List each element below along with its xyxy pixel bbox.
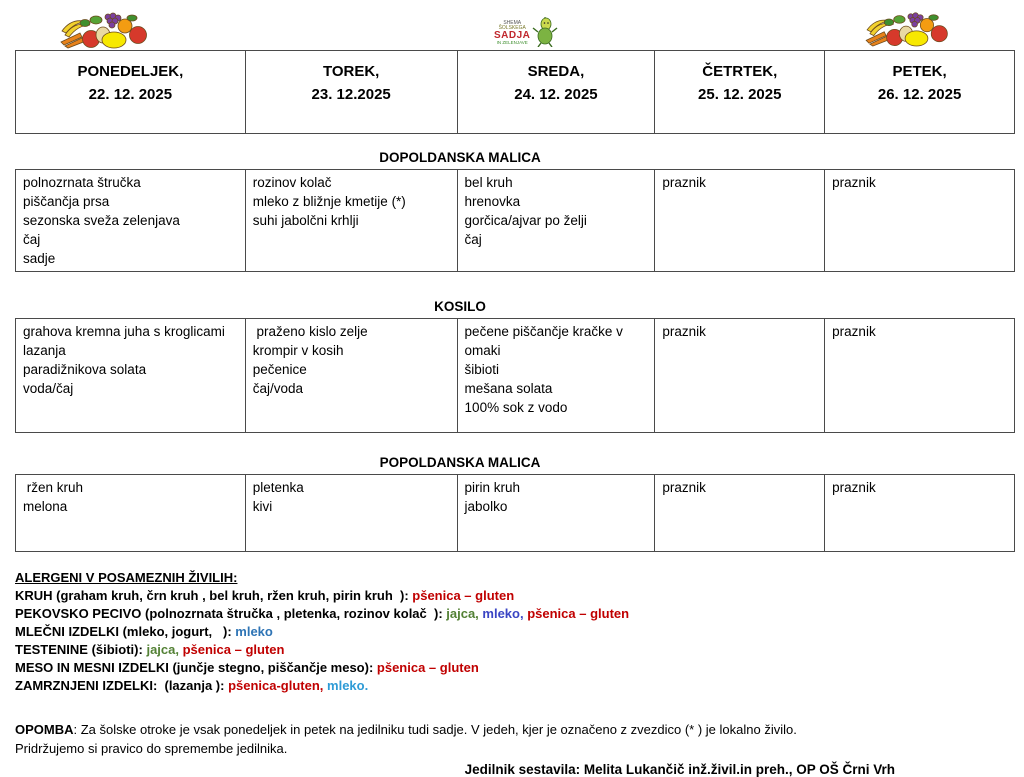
menu-cell-monday: grahova kremna juha s kroglicami lazanja… [15, 318, 246, 433]
allergen-text-segment: PEKOVSKO PECIVO (polnozrnata štručka , p… [15, 606, 447, 621]
allergen-text-segment: jajca, [146, 642, 183, 657]
note-text: : Za šolske otroke je vsak ponedeljek in… [73, 722, 797, 737]
menu-cell-thursday: praznik [654, 169, 826, 272]
allergen-heading: ALERGENI V POSAMEZNIH ŽIVILIH: [15, 570, 238, 585]
menu-cell-friday: praznik [824, 474, 1015, 552]
note-line2: Pridržujemo si pravico do spremembe jedi… [15, 741, 288, 756]
section-title-lunch: KOSILO [434, 299, 486, 314]
allergen-text-segment: pšenica – gluten [376, 660, 479, 675]
allergen-line: MESO IN MESNI IZDELKI (junčje stegno, pi… [15, 659, 1024, 677]
day-name: PETEK, [892, 63, 947, 80]
menu-cell-friday: praznik [824, 169, 1015, 272]
page-top-banner: SHEMA ŠOLSKEGA SADJA IN ZELENJAVE [0, 0, 1024, 49]
allergen-text-segment: jajca, [446, 606, 483, 621]
table-row: ržen kruh melona pletenka kivi pirin kru… [15, 474, 1015, 552]
allergen-text-segment: MESO IN MESNI IZDELKI (junčje stegno, pi… [15, 660, 377, 675]
menu-cell-monday: ržen kruh melona [15, 474, 246, 552]
table-row: grahova kremna juha s kroglicami lazanja… [15, 318, 1015, 433]
logo-line2: ŠOLSKEGA [498, 25, 526, 32]
school-fruit-scheme-logo: SHEMA ŠOLSKEGA SADJA IN ZELENJAVE [494, 15, 558, 52]
fruit-mascot-icon [532, 15, 558, 52]
allergen-text-segment: mleko, [482, 606, 528, 621]
allergen-line: MLEČNI IZDELKI (mleko, jogurt, ): mleko [15, 623, 1024, 641]
menu-cell-friday: praznik [824, 318, 1015, 433]
allergen-text-segment: ZAMRZNJENI IZDELKI: (lazanja ): [15, 678, 229, 693]
day-header-tuesday: TOREK, 23. 12.2025 [244, 50, 458, 134]
section-title-morning-snack: DOPOLDANSKA MALICA [379, 150, 541, 165]
allergen-line: ZAMRZNJENI IZDELKI: (lazanja ): pšenica-… [15, 677, 1024, 695]
table-row: polnozrnata štručka piščančja prsa sezon… [15, 169, 1015, 272]
day-date: 26. 12. 2025 [877, 86, 962, 103]
menu-cell-monday: polnozrnata štručka piščančja prsa sezon… [15, 169, 246, 272]
fruit-basket-icon [58, 9, 150, 54]
day-name: ČETRTEK, [702, 63, 778, 80]
allergen-text-segment: pšenica – gluten [412, 588, 515, 603]
note-line1: OPOMBA: Za šolske otroke je vsak ponedel… [15, 720, 1015, 739]
allergen-text-segment: TESTENINE (šibioti): [15, 642, 147, 657]
allergen-text-segment: MLEČNI IZDELKI (mleko, jogurt, ): [15, 624, 236, 639]
allergen-text-segment: pšenica – gluten [182, 642, 285, 657]
day-date: 23. 12.2025 [311, 86, 391, 103]
allergen-section: ALERGENI V POSAMEZNIH ŽIVILIH: KRUH (gra… [15, 569, 1024, 695]
logo-line1: SHEMA [503, 20, 522, 27]
day-header-monday: PONEDELJEK, 22. 12. 2025 [15, 50, 246, 134]
day-name: TOREK, [322, 63, 380, 80]
menu-cell-wednesday: pirin kruh jabolko [456, 474, 656, 552]
section-title-afternoon-snack: POPOLDANSKA MALICA [379, 455, 541, 470]
logo-line4: IN ZELENJAVE [496, 40, 528, 46]
week-header-table: PONEDELJEK, 22. 12. 2025 TOREK, 23. 12.2… [15, 50, 1015, 134]
allergen-line: KRUH (graham kruh, črn kruh , bel kruh, … [15, 587, 1024, 605]
week-header-row: PONEDELJEK, 22. 12. 2025 TOREK, 23. 12.2… [15, 50, 1015, 134]
note-label: OPOMBA [15, 722, 74, 737]
menu-cell-tuesday: praženo kislo zelje krompir v kosih peče… [244, 318, 458, 433]
afternoon-snack-table: ržen kruh melona pletenka kivi pirin kru… [15, 474, 1015, 552]
note-section: OPOMBA: Za šolske otroke je vsak ponedel… [15, 720, 1015, 758]
signature-line: Jedilnik sestavila: Melita Lukančič inž.… [464, 762, 895, 777]
allergen-text-segment: mleko [235, 624, 273, 639]
day-name: PONEDELJEK, [77, 63, 184, 80]
allergen-text-segment: pšenica – gluten [527, 606, 630, 621]
day-name: SREDA, [527, 63, 585, 80]
day-header-thursday: ČETRTEK, 25. 12. 2025 [654, 50, 826, 134]
day-date: 22. 12. 2025 [88, 86, 173, 103]
menu-cell-thursday: praznik [654, 318, 826, 433]
allergen-line: PEKOVSKO PECIVO (polnozrnata štručka , p… [15, 605, 1024, 623]
menu-cell-tuesday: rozinov kolač mleko z bližnje kmetije (*… [244, 169, 458, 272]
menu-cell-tuesday: pletenka kivi [244, 474, 458, 552]
menu-cell-thursday: praznik [654, 474, 826, 552]
lunch-table: grahova kremna juha s kroglicami lazanja… [15, 318, 1015, 433]
allergen-text-segment: mleko. [327, 678, 369, 693]
day-date: 25. 12. 2025 [698, 86, 782, 103]
day-header-friday: PETEK, 26. 12. 2025 [824, 50, 1015, 134]
menu-cell-wednesday: bel kruh hrenovka gorčica/ajvar po želji… [456, 169, 656, 272]
allergen-text-segment: pšenica-gluten, [228, 678, 328, 693]
menu-cell-wednesday: pečene piščančje kračke v omaki šibioti … [456, 318, 656, 433]
allergen-line: TESTENINE (šibioti): jajca, pšenica – gl… [15, 641, 1024, 659]
fruit-basket-icon [863, 9, 951, 52]
morning-snack-table: polnozrnata štručka piščančja prsa sezon… [15, 169, 1015, 272]
day-header-wednesday: SREDA, 24. 12. 2025 [456, 50, 656, 134]
logo-line3: SADJA [494, 30, 531, 42]
allergen-text-segment: KRUH (graham kruh, črn kruh , bel kruh, … [15, 588, 413, 603]
allergen-lines: KRUH (graham kruh, črn kruh , bel kruh, … [15, 587, 1024, 695]
day-date: 24. 12. 2025 [514, 86, 598, 103]
